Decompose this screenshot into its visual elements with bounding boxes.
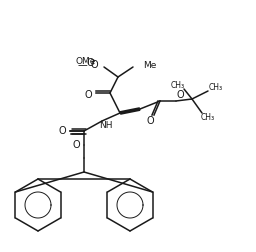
Text: O: O [90, 60, 98, 70]
Text: NH: NH [99, 121, 113, 131]
Text: Me: Me [143, 60, 156, 70]
Text: CH₃: CH₃ [209, 82, 223, 91]
Text: O: O [84, 90, 92, 100]
Text: OMe: OMe [76, 56, 96, 66]
Text: O: O [86, 58, 94, 68]
Text: CH₃: CH₃ [171, 80, 185, 89]
Text: O: O [58, 126, 66, 136]
Text: O: O [146, 116, 154, 126]
Text: O: O [176, 90, 184, 100]
Text: —: — [77, 60, 87, 70]
Text: CH₃: CH₃ [201, 112, 215, 121]
Text: O: O [72, 140, 80, 150]
